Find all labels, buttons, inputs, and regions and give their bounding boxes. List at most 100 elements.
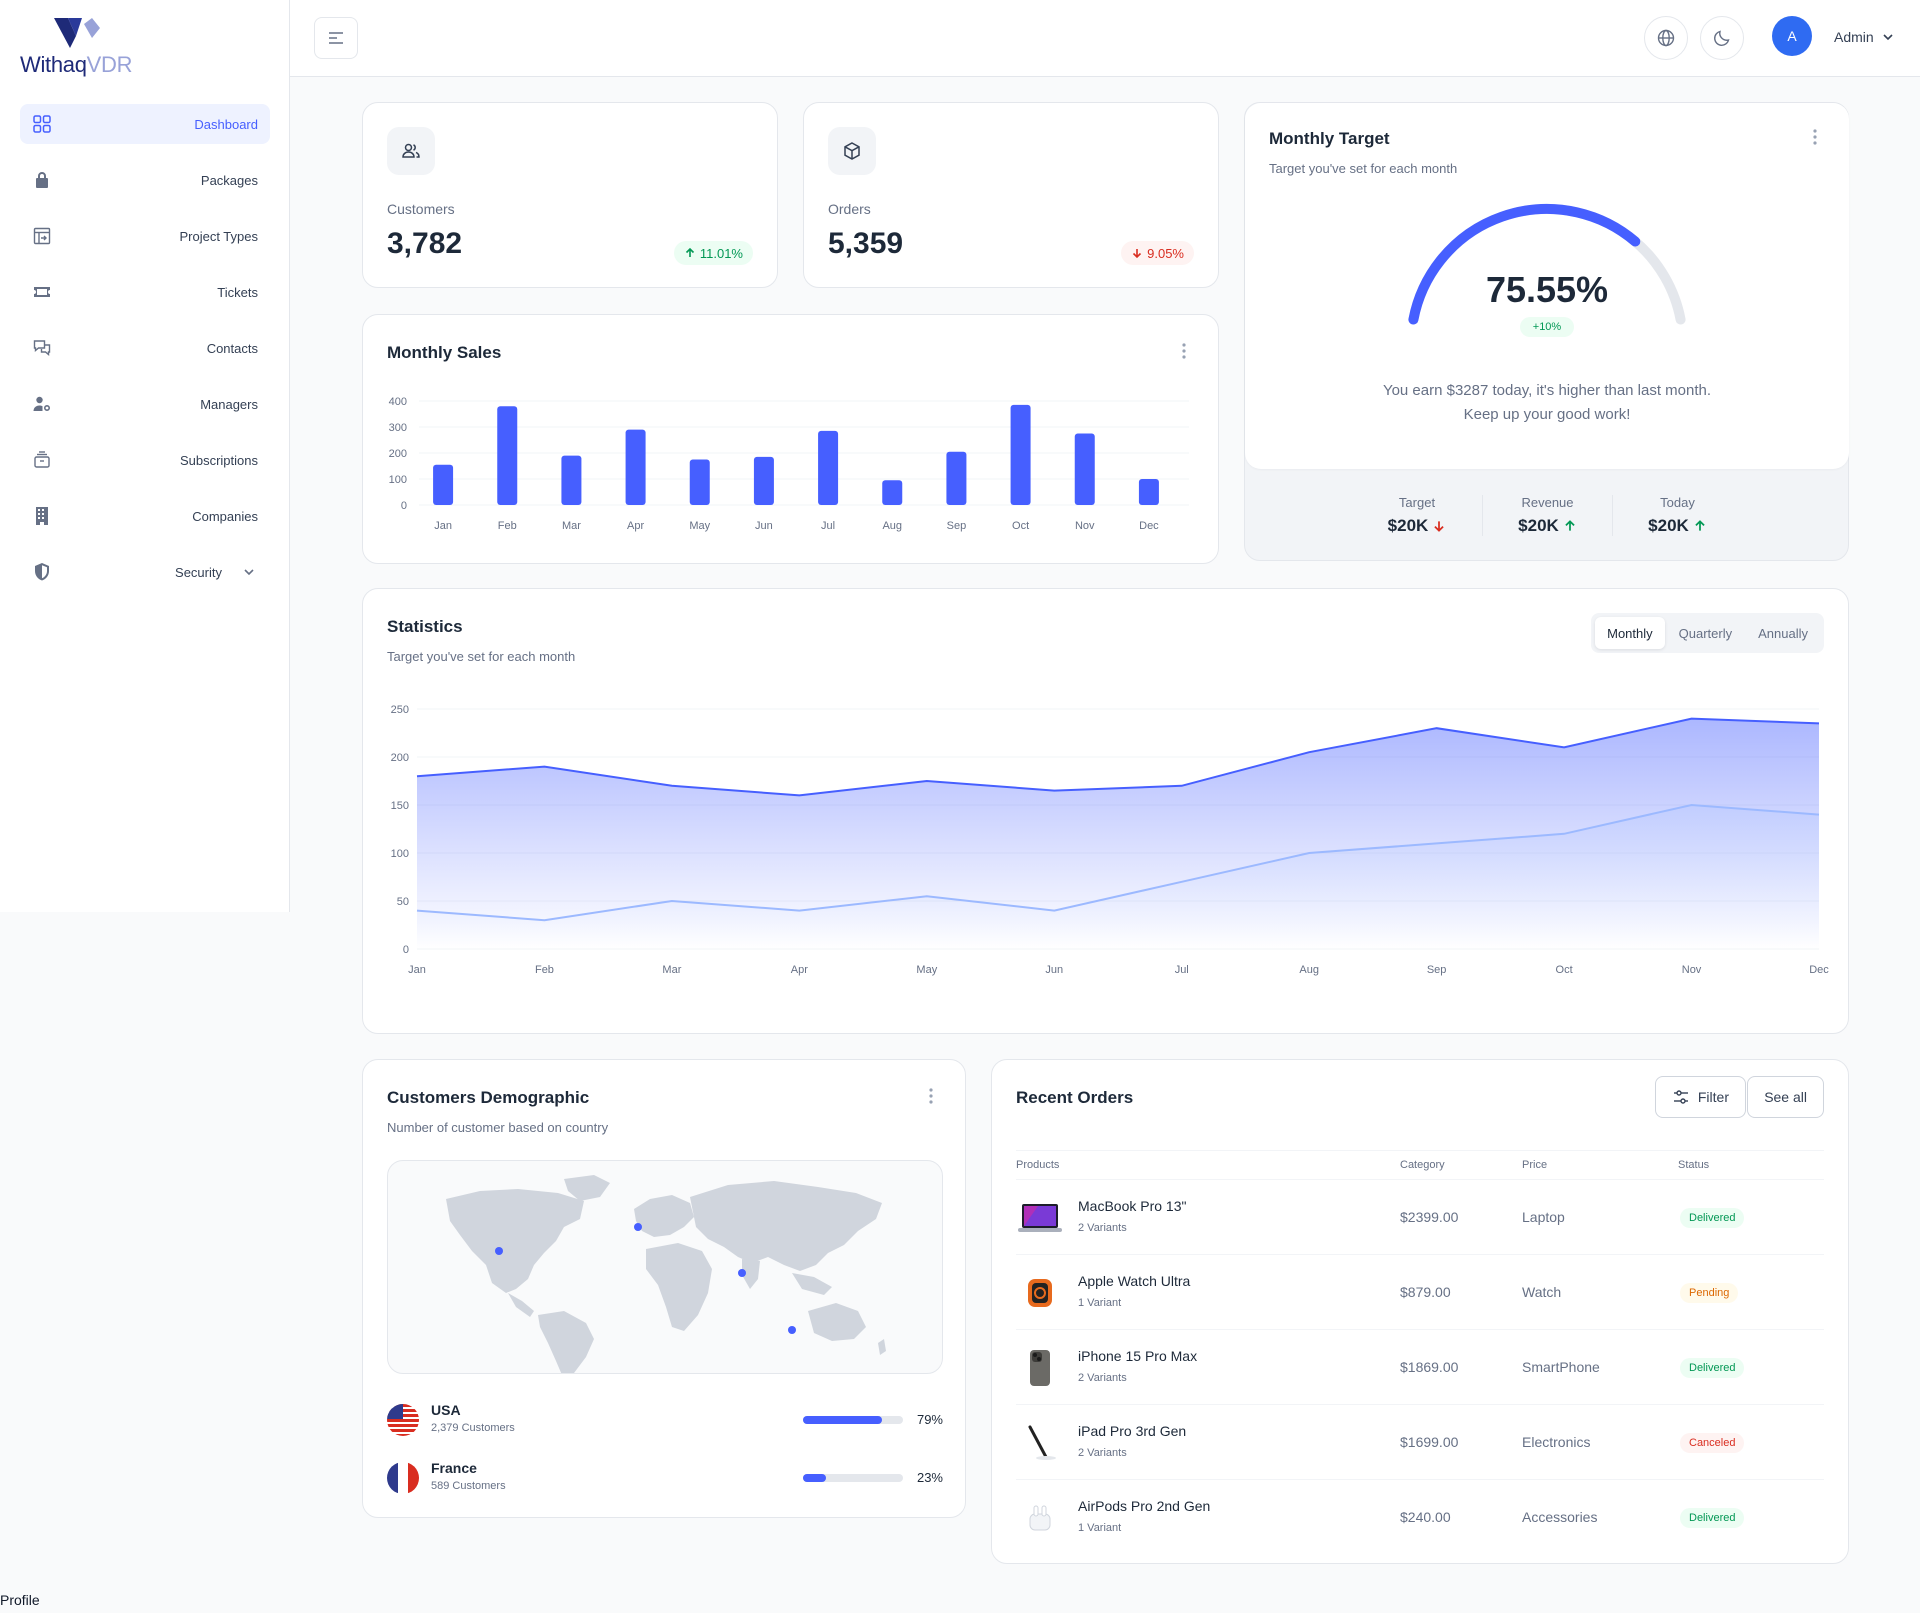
sidebar-toggle-button[interactable] [314,17,358,59]
orders-card: Orders 5,359 9.05% [803,102,1219,288]
sales-bar[interactable] [625,429,646,505]
table-row[interactable]: iPhone 15 Pro Max 2 Variants $1869.00 Sm… [1016,1330,1824,1405]
product-price: $1699.00 [1400,1434,1459,1450]
airpods-icon [1016,1496,1064,1540]
sales-bar[interactable] [1074,433,1095,506]
sidebar-item-subscriptions[interactable]: Subscriptions [20,440,270,480]
filter-button[interactable]: Filter [1654,1076,1746,1118]
sales-bar[interactable] [561,455,582,505]
target-stats: Target $20K Revenue $20K Today $20K [1245,469,1849,561]
chat-icon [33,340,51,356]
more-options-icon[interactable] [1805,127,1825,147]
monthly-target-card: Monthly Target Target you've set for eac… [1244,102,1849,561]
statistics-chart: 0 50 100 150 200 250 Jan Feb Mar Apr May Jun Jul Aug S… [391,704,1830,976]
sidebar-item-security[interactable]: Security [20,552,270,592]
top-header: A Admin [290,0,1920,77]
theme-toggle-button[interactable] [1700,16,1744,60]
sales-bar[interactable] [497,406,518,505]
sales-bar[interactable] [689,459,710,506]
profile-link[interactable]: Profile [0,1592,40,1608]
tab-quarterly[interactable]: Quarterly [1678,625,1733,641]
sidebar-item-label: Subscriptions [179,452,258,468]
sidebar-item-label: Project Types [179,228,258,244]
sidebar-item-contacts[interactable]: Contacts [20,328,270,368]
product-name: AirPods Pro 2nd Gen [1078,1498,1211,1514]
more-options-icon[interactable] [921,1086,941,1106]
product-variants: 2 Variants [1078,1447,1127,1459]
y-tick-label: 250 [391,704,409,716]
sales-bar[interactable] [946,451,967,505]
more-options-icon[interactable] [1174,341,1194,361]
x-tick-label: Jan [434,520,452,532]
product-name: iPad Pro 3rd Gen [1078,1423,1187,1439]
sidebar-item-dashboard[interactable]: Dashboard [20,104,270,144]
target-message: You earn $3287 today, it's higher than l… [1382,382,1712,423]
moon-icon [1714,30,1730,46]
sidebar-item-project-types[interactable]: Project Types [20,216,270,256]
orders-label: Orders [828,201,871,217]
monthly-target-subtitle: Target you've set for each month [1269,161,1458,176]
gauge-fill [1408,204,1641,325]
sidebar-item-tickets[interactable]: Tickets [20,272,270,312]
x-tick-label: Nov [1682,964,1702,976]
demographic-title: Customers Demographic [387,1088,590,1107]
greenland-shape [564,1175,610,1201]
sales-bar[interactable] [818,430,839,505]
customers-change-badge: 11.01% [673,241,753,265]
avatar[interactable]: A [1772,16,1812,56]
india-shape [742,1259,760,1289]
series-line[interactable] [416,803,1820,922]
product-category: SmartPhone [1522,1359,1600,1375]
sales-bar[interactable] [433,464,454,505]
table-row[interactable]: AirPods Pro 2nd Gen 1 Variant $240.00 Ac… [1016,1480,1824,1555]
user-menu[interactable]: Admin [1834,29,1894,45]
sidebar-item-label: Security [175,564,222,580]
y-tick-label: 300 [389,422,407,434]
recent-orders-card: Recent Orders Filter See all Products Ca… [991,1059,1849,1564]
arrow-down-icon [1133,249,1142,259]
table-row[interactable]: Apple Watch Ultra 1 Variant $879.00 Watc… [1016,1255,1824,1330]
stack-icon [34,451,50,468]
target-stat-target: Target $20K [1352,495,1482,536]
globe-icon [1657,29,1675,47]
sales-bar[interactable] [753,456,774,505]
statistics-card: Statistics Target you've set for each mo… [362,588,1849,1034]
x-tick-label: Sep [1427,964,1447,976]
product-price: $2399.00 [1400,1209,1459,1225]
target-stat-today: Today $20K [1612,494,1742,536]
shield-icon [35,563,49,581]
x-tick-label: Aug [882,520,902,532]
sales-bar[interactable] [882,480,903,505]
x-tick-label: Jun [1045,964,1063,976]
pencil-icon [1016,1421,1064,1465]
y-tick-label: 150 [391,800,409,812]
project-icon [33,227,51,245]
central-america-shape [508,1293,534,1317]
sidebar-item-companies[interactable]: Companies [20,496,270,536]
country-row-france: France 589 Customers 23% [387,1458,943,1498]
see-all-button[interactable]: See all [1747,1076,1824,1118]
country-name: France [431,1460,477,1476]
product-category: Electronics [1522,1434,1591,1450]
phone-icon [1016,1346,1064,1390]
box-icon-box [828,127,876,175]
sidebar-item-label: Contacts [206,340,258,356]
sidebar-item-managers[interactable]: Managers [20,384,270,424]
orders-table-header: Products Category Price Status [1016,1150,1824,1180]
country-progress-fill [803,1416,882,1424]
south-america-shape [538,1311,594,1373]
sales-bar[interactable] [1138,479,1159,505]
table-row[interactable]: MacBook Pro 13" 2 Variants $2399.00 Lapt… [1016,1180,1824,1255]
chevron-down-icon[interactable] [242,565,256,579]
series-line[interactable] [416,717,1820,797]
table-row[interactable]: iPad Pro 3rd Gen 2 Variants $1699.00 Ele… [1016,1405,1824,1480]
world-map[interactable] [387,1160,943,1374]
brand-logo[interactable]: WithaqVDR [20,18,150,80]
sales-bar[interactable] [1010,404,1031,505]
sidebar-item-packages[interactable]: Packages [20,160,270,200]
language-button[interactable] [1644,16,1688,60]
user-gear-icon [33,396,51,412]
product-variants: 2 Variants [1078,1222,1127,1234]
tab-annually[interactable]: Annually [1758,625,1808,641]
tab-monthly[interactable]: Monthly [1595,617,1665,649]
